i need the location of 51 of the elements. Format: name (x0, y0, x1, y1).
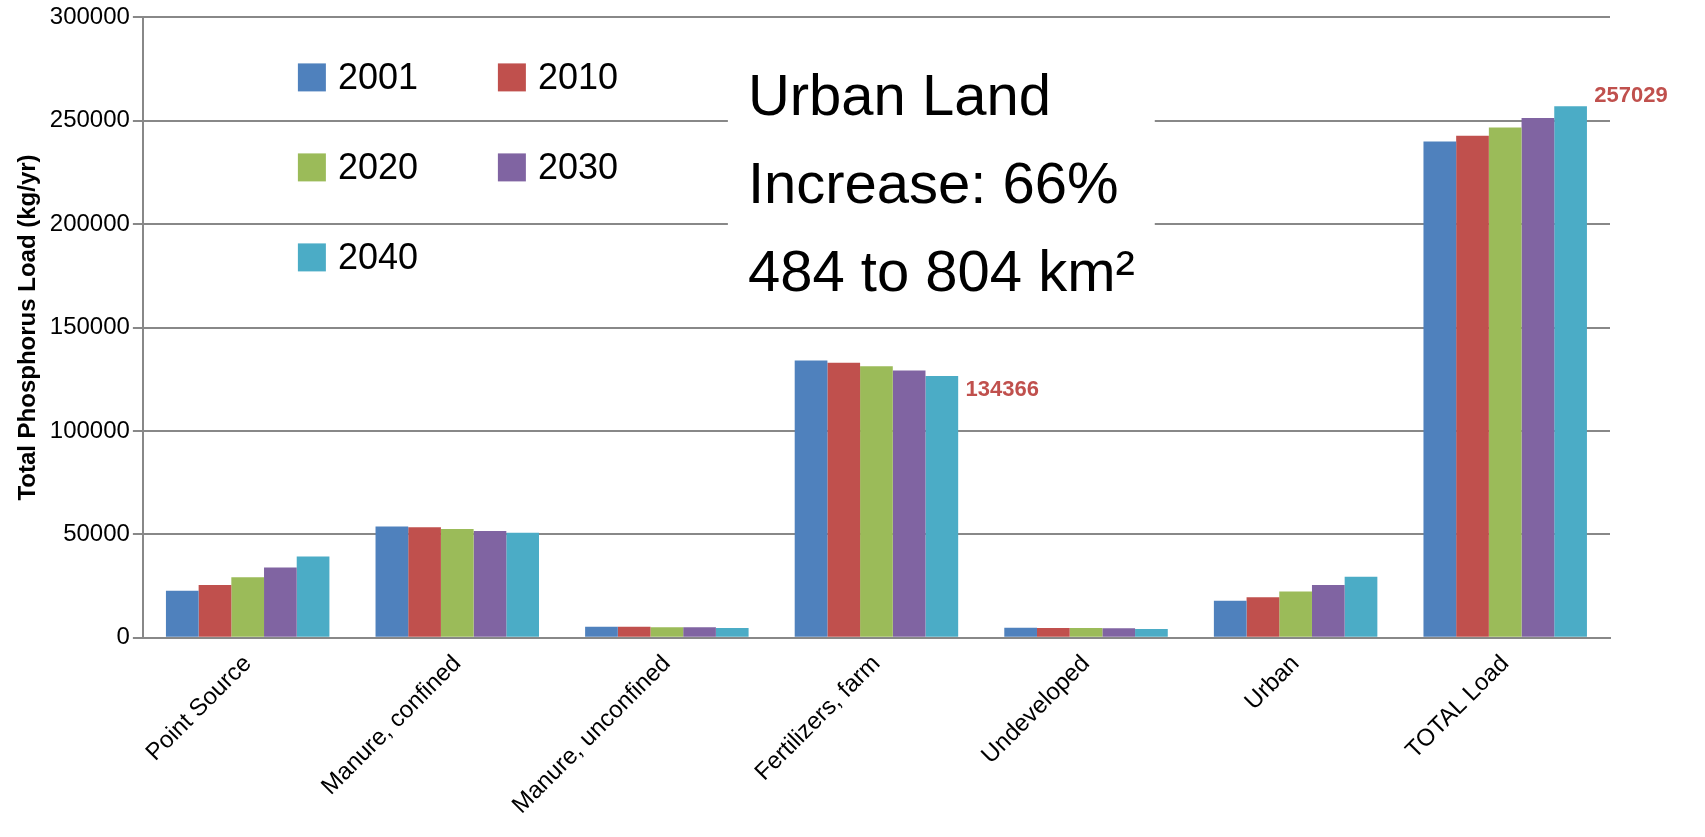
bar (827, 362, 861, 637)
bar (1344, 576, 1378, 637)
bar (1102, 628, 1136, 637)
legend-label: 2020 (337, 146, 418, 188)
legend-label: 2010 (537, 56, 618, 98)
bar (198, 585, 232, 637)
annotation: 257029 (1594, 82, 1668, 108)
bar (617, 626, 651, 637)
legend-label: 2030 (537, 146, 618, 188)
bar (1135, 628, 1168, 637)
bar (408, 527, 441, 637)
legend-label: 2040 (337, 236, 418, 278)
bar (650, 627, 684, 637)
bar (231, 577, 265, 637)
bar (1488, 127, 1522, 637)
bar (1246, 597, 1280, 637)
bar (1311, 584, 1345, 637)
y-tick-label: 50000 (63, 518, 130, 546)
bar (683, 627, 716, 637)
bar (585, 626, 618, 637)
y-tick-label: 300000 (49, 2, 130, 30)
y-tick-label: 100000 (49, 415, 130, 443)
bar (715, 627, 749, 637)
bar (375, 526, 409, 637)
y-tick-label: 250000 (49, 105, 130, 133)
bar (860, 366, 893, 637)
bar (1456, 135, 1489, 637)
legend-label: 2001 (337, 56, 418, 98)
bar (440, 529, 474, 637)
bar (794, 360, 828, 637)
bar (296, 556, 330, 637)
bar (1554, 106, 1587, 637)
bar (1213, 600, 1247, 637)
bar (1036, 627, 1070, 637)
annotation: 134366 (965, 375, 1039, 401)
bar (1069, 628, 1103, 637)
y-axis-title: Total Phosphorus Load (kg/yr) (13, 154, 41, 501)
bar (892, 370, 926, 637)
bar (1004, 627, 1037, 637)
bar (925, 376, 959, 637)
y-tick-label: 0 (116, 622, 130, 650)
bar (1423, 141, 1457, 637)
bar (264, 567, 297, 637)
bar (506, 532, 540, 637)
bar (165, 590, 199, 637)
annotation: Urban Land Increase: 66% 484 to 804 km² (747, 62, 1135, 304)
bar (473, 530, 507, 637)
y-tick-label: 150000 (49, 312, 130, 340)
bar (1521, 118, 1555, 637)
bar (1279, 591, 1312, 637)
y-tick-label: 200000 (49, 208, 130, 236)
